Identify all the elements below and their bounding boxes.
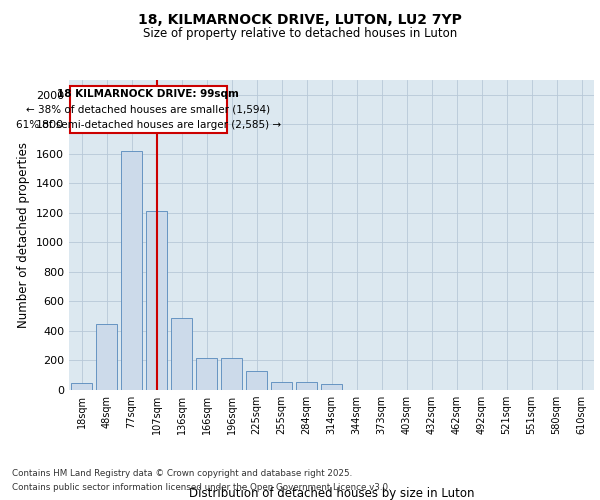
X-axis label: Distribution of detached houses by size in Luton: Distribution of detached houses by size …	[189, 487, 474, 500]
Bar	[296, 382, 317, 390]
Y-axis label: Number of detached properties: Number of detached properties	[17, 142, 31, 328]
Bar	[221, 358, 242, 390]
Text: Size of property relative to detached houses in Luton: Size of property relative to detached ho…	[143, 28, 457, 40]
Text: 18, KILMARNOCK DRIVE, LUTON, LU2 7YP: 18, KILMARNOCK DRIVE, LUTON, LU2 7YP	[138, 12, 462, 26]
FancyBboxPatch shape	[70, 86, 227, 133]
Text: 18 KILMARNOCK DRIVE: 99sqm: 18 KILMARNOCK DRIVE: 99sqm	[58, 89, 239, 99]
Text: 61% of semi-detached houses are larger (2,585) →: 61% of semi-detached houses are larger (…	[16, 120, 281, 130]
Bar	[96, 324, 117, 390]
Bar	[246, 371, 267, 390]
Bar	[171, 318, 192, 390]
Bar	[71, 382, 92, 390]
Text: ← 38% of detached houses are smaller (1,594): ← 38% of detached houses are smaller (1,…	[26, 104, 271, 115]
Bar	[146, 212, 167, 390]
Text: Contains HM Land Registry data © Crown copyright and database right 2025.: Contains HM Land Registry data © Crown c…	[12, 468, 352, 477]
Bar	[271, 382, 292, 390]
Bar	[121, 151, 142, 390]
Text: Contains public sector information licensed under the Open Government Licence v3: Contains public sector information licen…	[12, 484, 391, 492]
Bar	[196, 358, 217, 390]
Bar	[321, 384, 342, 390]
